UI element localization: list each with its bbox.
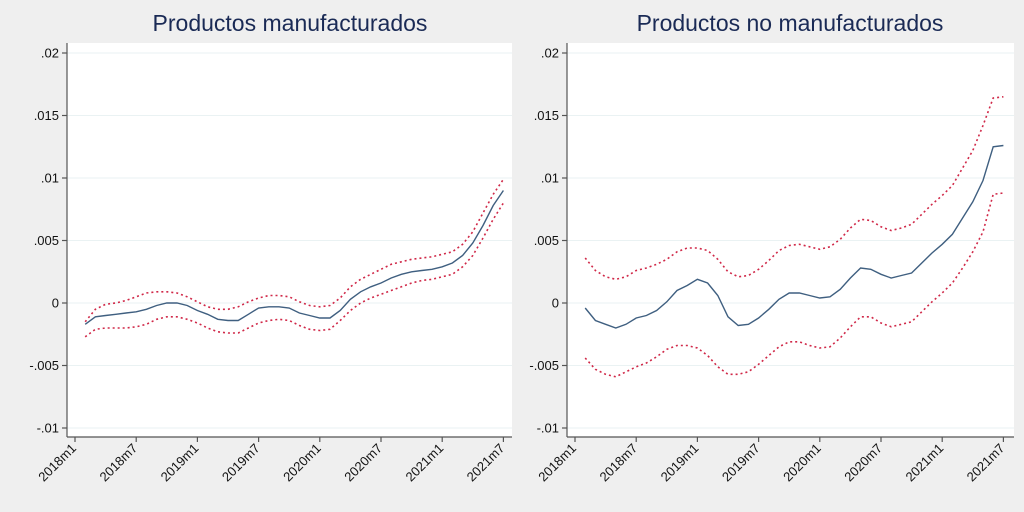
y-tick-label: .015	[34, 108, 59, 123]
y-tick-label: .02	[41, 46, 59, 61]
series-line-lower	[584, 192, 1004, 378]
y-tick-label: .005	[34, 233, 59, 248]
panel-manufacturados: Productos manufacturados .02 .015 .01 .005 0 -…	[29, 10, 512, 484]
x-tick-label: 2018m7	[96, 441, 140, 485]
y-tick-label: -.005	[529, 358, 559, 373]
y-tick-label: .015	[534, 108, 559, 123]
y-tick-label: -.01	[37, 421, 59, 436]
series-line-estimate	[84, 190, 504, 325]
y-tick-label: .02	[541, 46, 559, 61]
x-tick-label: 2019m7	[219, 441, 263, 485]
x-tick-label: 2021m7	[464, 441, 508, 485]
y-tick-label: -.005	[29, 358, 59, 373]
panel-no-manufacturados: Productos no manufacturados .02 .015 .01 .00…	[529, 10, 1014, 484]
x-tick-label: 2020m1	[780, 441, 824, 485]
x-tick-label: 2019m1	[658, 441, 702, 485]
x-tick-label: 2019m7	[719, 441, 763, 485]
x-tick-label: 2021m1	[902, 441, 946, 485]
y-tick-label: .01	[541, 171, 559, 186]
chart-title: Productos manufacturados	[153, 10, 428, 36]
y-tick-label: .005	[534, 233, 559, 248]
x-tick-label: 2018m7	[596, 441, 640, 485]
y-tick-label: -.01	[537, 421, 559, 436]
x-tick-label: 2020m7	[841, 441, 885, 485]
y-tick-label: 0	[52, 296, 59, 311]
x-tick-label: 2021m1	[402, 441, 446, 485]
x-tick-label: 2020m7	[341, 441, 385, 485]
x-tick-label: 2019m1	[158, 441, 202, 485]
x-tick-label: 2020m1	[280, 441, 324, 485]
x-tick-label: 2018m1	[535, 441, 579, 485]
y-tick-label: 0	[552, 296, 559, 311]
y-tick-label: .01	[41, 171, 59, 186]
chart-title: Productos no manufacturados	[637, 10, 944, 36]
series-line-estimate	[584, 144, 1004, 329]
x-tick-label: 2018m1	[35, 441, 79, 485]
series-line-upper	[584, 96, 1004, 281]
x-tick-label: 2021m7	[964, 441, 1008, 485]
